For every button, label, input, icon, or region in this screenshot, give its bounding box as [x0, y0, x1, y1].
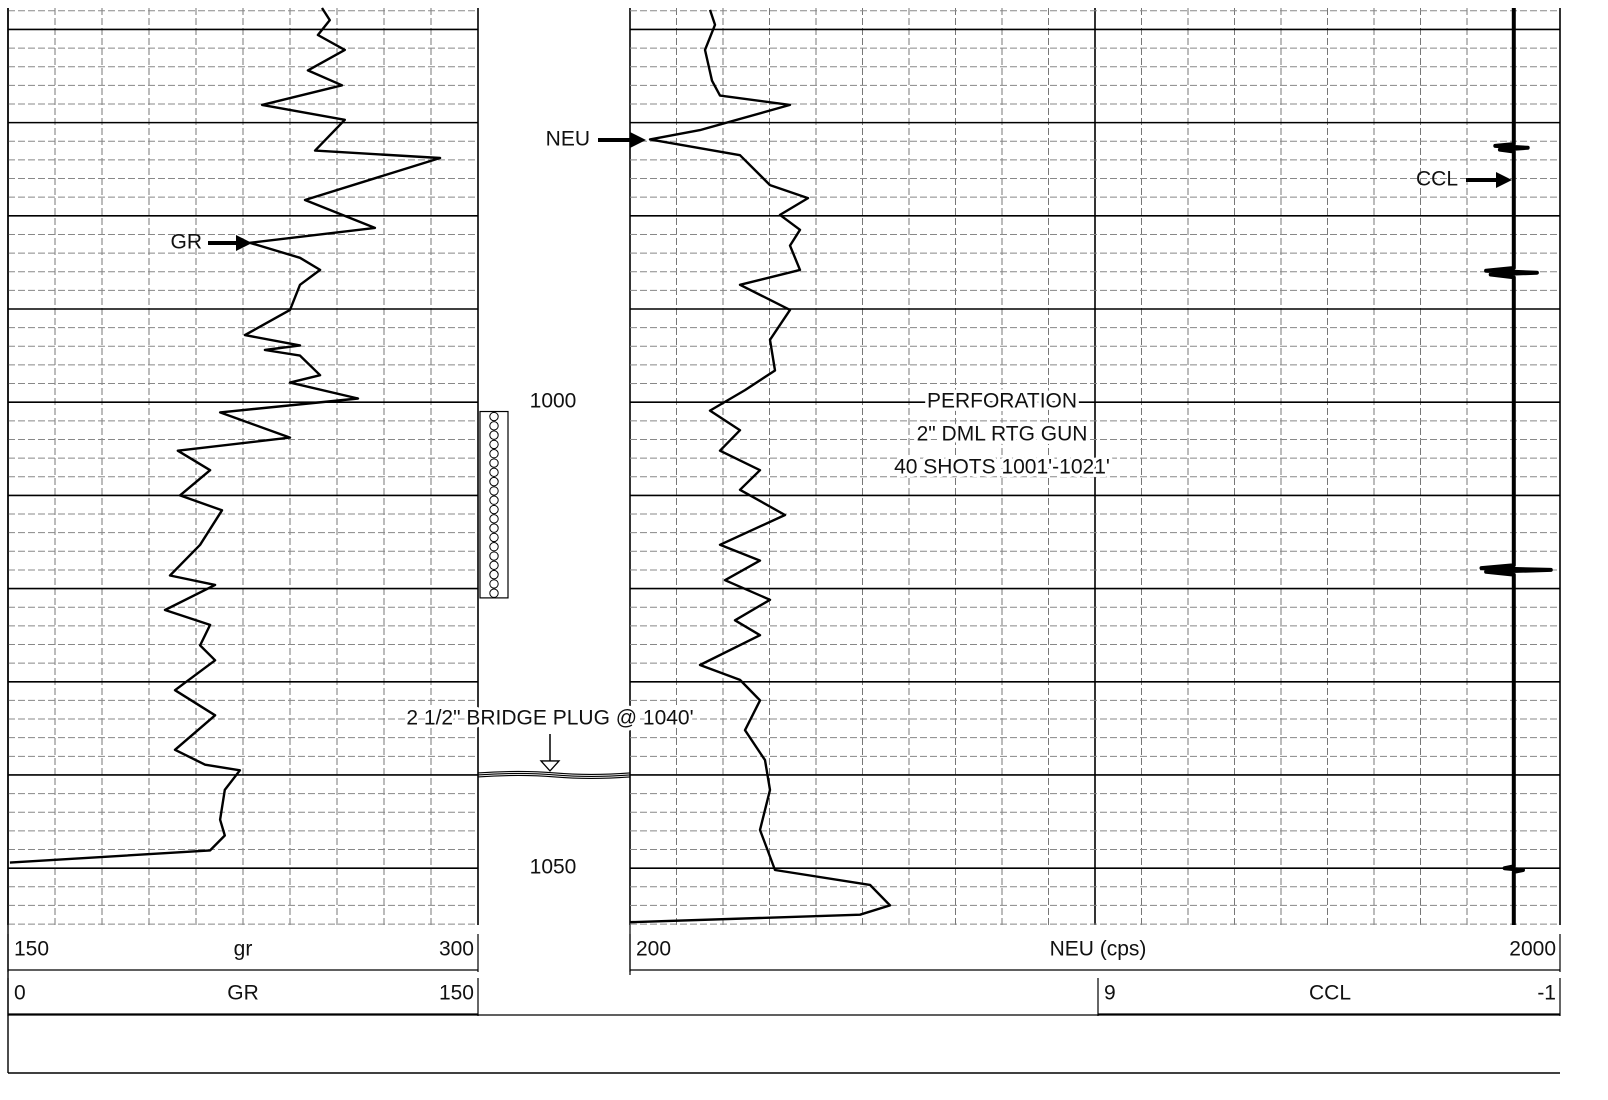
scale-min: 150	[14, 938, 49, 961]
scale-title: GR	[227, 982, 259, 1005]
perforation-text: 2" DML RTG GUN	[917, 423, 1088, 446]
scale-title: NEU (cps)	[1050, 938, 1147, 961]
perforation-shot	[489, 430, 499, 440]
perforation-shot	[489, 560, 499, 571]
scale-title: CCL	[1309, 982, 1351, 1005]
scale-max: 300	[439, 938, 474, 961]
scale-min: 200	[636, 938, 671, 961]
pointer-head	[1496, 172, 1512, 188]
depth-label: 1000	[530, 390, 577, 413]
perforation-shot	[489, 504, 499, 515]
pointer-head	[630, 132, 646, 148]
pointer-head	[236, 235, 252, 251]
log-curve	[9, 7, 442, 864]
scale-min: 9	[1104, 982, 1116, 1005]
perforation-shot	[489, 569, 499, 580]
scale-min: 0	[14, 982, 26, 1005]
scale-title: gr	[234, 938, 253, 961]
perforation-shot	[489, 458, 499, 468]
perforation-text: 40 SHOTS 1001'-1021'	[894, 456, 1110, 479]
perforation-shot	[489, 551, 499, 561]
scale-max: 2000	[1509, 938, 1556, 961]
perforation-shot	[489, 514, 499, 524]
perforation-shot	[489, 439, 499, 450]
perforation-shot	[489, 542, 499, 552]
perforation-shot	[489, 495, 499, 505]
bridge-plug-arrowhead	[539, 760, 561, 772]
scale-max: 150	[439, 982, 474, 1005]
perforation-shot	[489, 449, 499, 459]
perforation-shot	[489, 532, 499, 543]
perforation-shot	[489, 523, 499, 533]
perforation-shot	[489, 579, 499, 589]
depth-label: 1050	[530, 856, 577, 879]
curve-label: CCL	[1416, 168, 1458, 191]
perforation-shot	[489, 467, 499, 478]
log-curve	[1479, 8, 1553, 925]
bridge-plug	[477, 770, 631, 775]
perforation-shot	[489, 421, 499, 431]
perforation-text: PERFORATION	[927, 390, 1077, 413]
perforation-shot	[489, 486, 499, 496]
bridge-plug	[477, 772, 631, 777]
perforation-shot	[489, 476, 499, 487]
log-curve	[629, 9, 892, 924]
curve-label: NEU	[546, 128, 590, 151]
bridge-plug-label: 2 1/2" BRIDGE PLUG @ 1040'	[406, 707, 693, 730]
curve-label: GR	[171, 231, 203, 254]
scale-max: -1	[1537, 982, 1556, 1005]
perforation-shot	[489, 411, 499, 422]
bridge-plug	[477, 774, 631, 779]
perforation-shot	[489, 588, 499, 598]
